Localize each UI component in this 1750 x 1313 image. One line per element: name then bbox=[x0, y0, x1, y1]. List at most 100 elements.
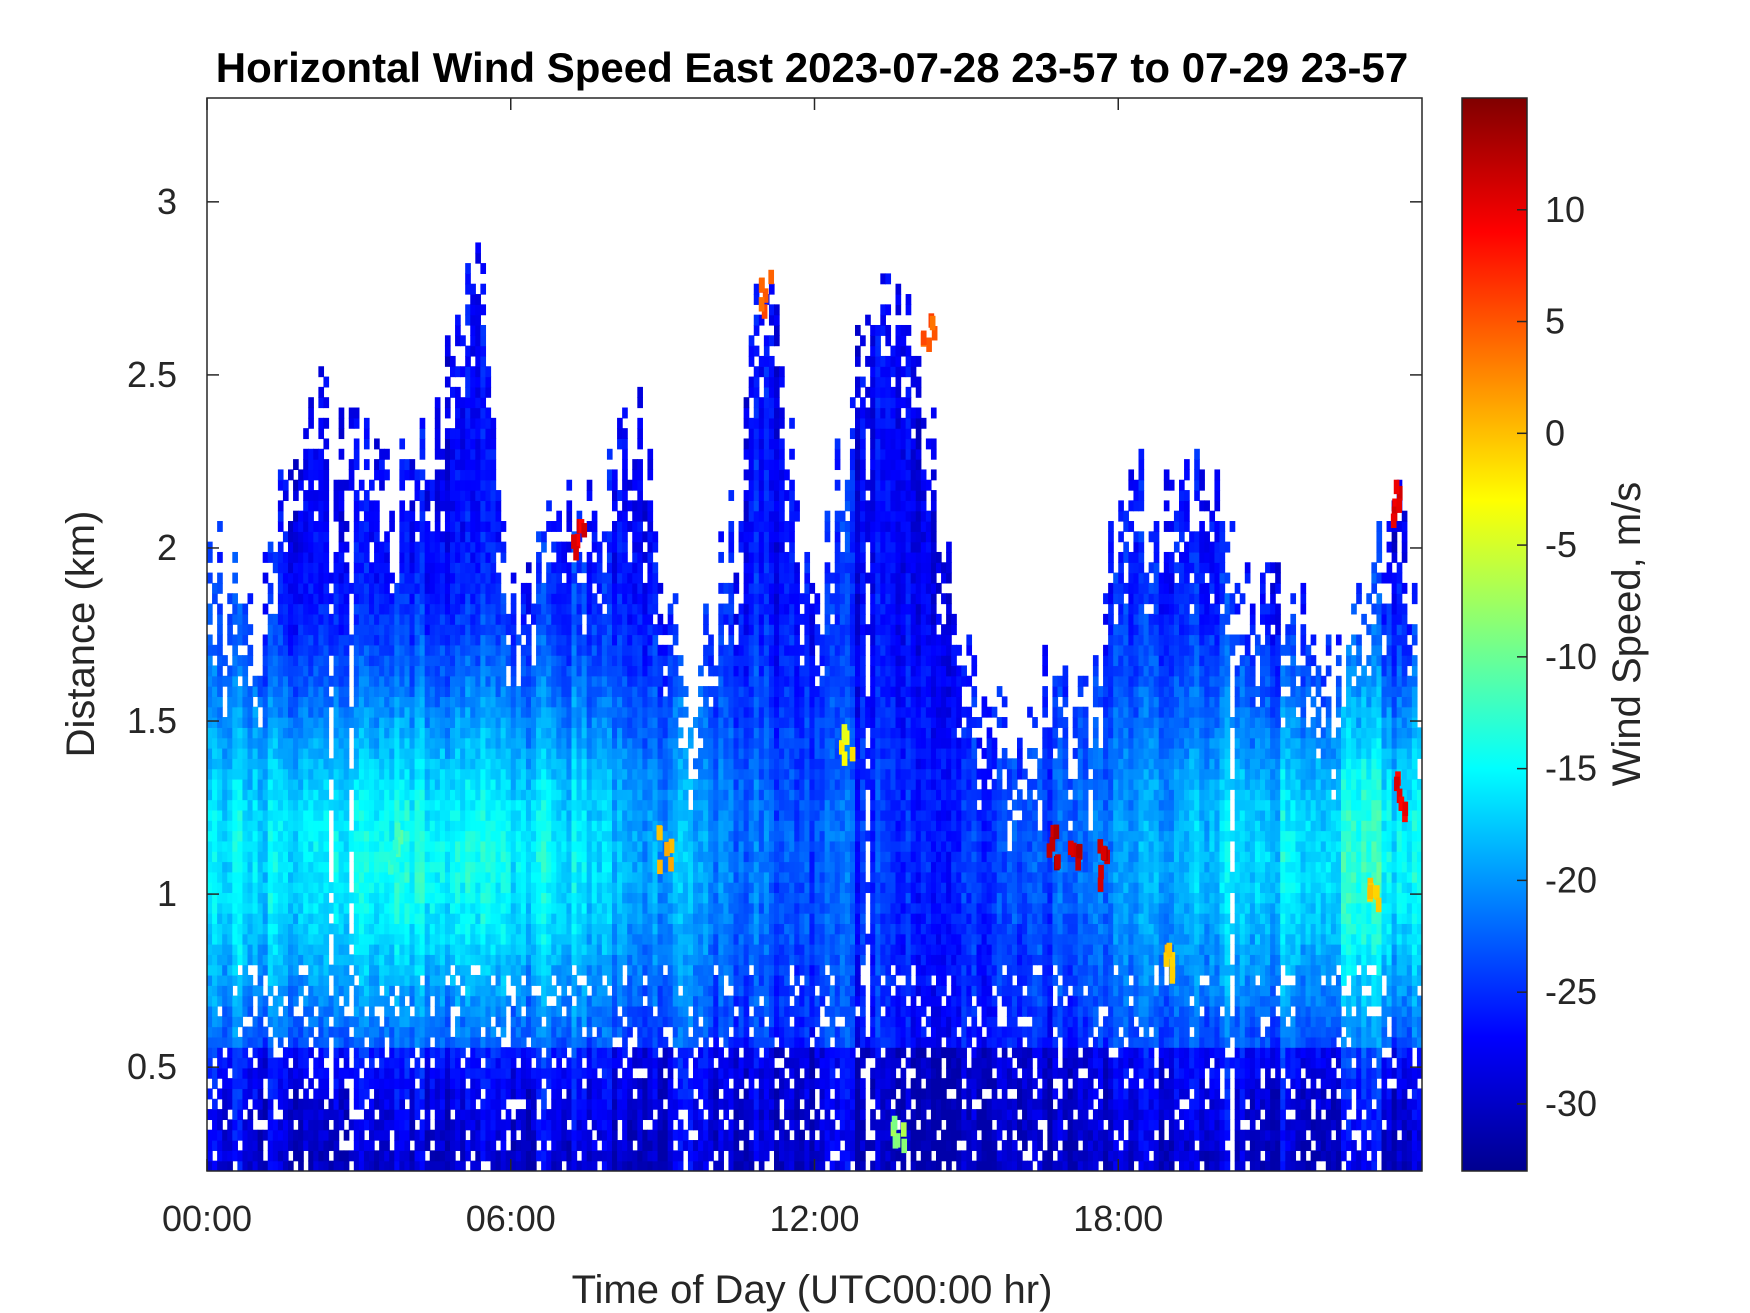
heatmap-cell bbox=[425, 635, 431, 646]
heatmap-cell bbox=[521, 903, 527, 914]
heatmap-cell bbox=[308, 841, 314, 852]
heatmap-cell bbox=[253, 913, 259, 924]
heatmap-cell bbox=[379, 954, 385, 965]
heatmap-cell bbox=[232, 696, 238, 707]
heatmap-cell bbox=[526, 645, 532, 656]
heatmap-cell bbox=[263, 996, 269, 1007]
heatmap-cell bbox=[339, 655, 345, 666]
heatmap-cell bbox=[217, 635, 223, 646]
heatmap-cell bbox=[232, 779, 238, 790]
heatmap-cell bbox=[485, 562, 491, 573]
heatmap-cell bbox=[399, 459, 405, 470]
heatmap-cell bbox=[217, 686, 223, 697]
heatmap-cell bbox=[531, 861, 537, 872]
heatmap-cell bbox=[440, 593, 446, 604]
heatmap-cell bbox=[293, 552, 299, 563]
heatmap-cell bbox=[379, 923, 385, 934]
heatmap-cell bbox=[425, 975, 431, 986]
heatmap-cell bbox=[521, 882, 527, 893]
heatmap-cell bbox=[516, 923, 522, 934]
heatmap-cell bbox=[308, 418, 314, 429]
heatmap-cell bbox=[506, 934, 512, 945]
heatmap-cell bbox=[430, 490, 436, 501]
heatmap-cell bbox=[485, 975, 491, 986]
heatmap-cell bbox=[425, 1016, 431, 1027]
heatmap-cell bbox=[227, 975, 233, 986]
heatmap-cell bbox=[369, 831, 375, 842]
heatmap-cell bbox=[344, 913, 350, 924]
heatmap-cell bbox=[475, 923, 481, 934]
heatmap-cell bbox=[404, 872, 410, 883]
heatmap-cell bbox=[288, 1037, 294, 1048]
heatmap-cell bbox=[435, 490, 441, 501]
heatmap-cell bbox=[303, 449, 309, 460]
heatmap-cell bbox=[268, 1109, 274, 1120]
heatmap-cell bbox=[404, 511, 410, 522]
heatmap-cell bbox=[516, 1109, 522, 1120]
heatmap-cell bbox=[420, 934, 426, 945]
heatmap-cell bbox=[242, 1119, 248, 1130]
heatmap-cell bbox=[242, 727, 248, 738]
heatmap-cell bbox=[379, 1047, 385, 1058]
heatmap-cell bbox=[445, 738, 451, 749]
heatmap-cell bbox=[273, 882, 279, 893]
heatmap-cell bbox=[475, 954, 481, 965]
heatmap-cell bbox=[248, 800, 254, 811]
heatmap-cell bbox=[445, 758, 451, 769]
heatmap-cell bbox=[470, 758, 476, 769]
heatmap-cell bbox=[480, 614, 486, 625]
heatmap-cell bbox=[222, 1109, 228, 1120]
heatmap-cell bbox=[222, 1088, 228, 1099]
heatmap-cell bbox=[374, 985, 380, 996]
heatmap-cell bbox=[313, 769, 319, 780]
heatmap-cell bbox=[293, 810, 299, 821]
heatmap-cell bbox=[475, 1119, 481, 1130]
heatmap-cell bbox=[399, 985, 405, 996]
heatmap-cell bbox=[248, 593, 254, 604]
heatmap-cell bbox=[217, 872, 223, 883]
heatmap-cell bbox=[506, 645, 512, 656]
heatmap-cell bbox=[263, 738, 269, 749]
heatmap-cell bbox=[531, 1150, 537, 1161]
heatmap-cell bbox=[354, 614, 360, 625]
heatmap-cell bbox=[465, 511, 471, 522]
heatmap-cell bbox=[344, 944, 350, 955]
heatmap-cell bbox=[440, 1130, 446, 1141]
heatmap-cell bbox=[364, 985, 370, 996]
heatmap-cell bbox=[491, 583, 497, 594]
heatmap-cell bbox=[410, 975, 416, 986]
heatmap-cell bbox=[278, 583, 284, 594]
heatmap-cell bbox=[389, 511, 395, 522]
heatmap-cell bbox=[288, 903, 294, 914]
heatmap-cell bbox=[318, 583, 324, 594]
heatmap-cell bbox=[465, 758, 471, 769]
heatmap-cell bbox=[222, 727, 228, 738]
heatmap-cell bbox=[455, 696, 461, 707]
heatmap-cell bbox=[465, 428, 471, 439]
heatmap-cell bbox=[369, 1016, 375, 1027]
heatmap-cell bbox=[318, 1006, 324, 1017]
heatmap-cell bbox=[399, 583, 405, 594]
heatmap-cell bbox=[511, 696, 517, 707]
heatmap-cell bbox=[394, 1119, 400, 1130]
heatmap-cell bbox=[501, 686, 507, 697]
heatmap-cell bbox=[248, 655, 254, 666]
heatmap-cell bbox=[323, 573, 329, 584]
heatmap-cell bbox=[470, 573, 476, 584]
heatmap-cell bbox=[354, 593, 360, 604]
heatmap-cell bbox=[288, 944, 294, 955]
heatmap-cell bbox=[516, 1119, 522, 1130]
heatmap-cell bbox=[389, 573, 395, 584]
heatmap-cell bbox=[399, 655, 405, 666]
heatmap-cell bbox=[450, 366, 456, 377]
heatmap-cell bbox=[298, 944, 304, 955]
heatmap-cell bbox=[212, 841, 218, 852]
heatmap-cell bbox=[480, 1150, 486, 1161]
heatmap-cell bbox=[283, 1047, 289, 1058]
heatmap-cell bbox=[308, 1109, 314, 1120]
heatmap-cell bbox=[470, 717, 476, 728]
heatmap-cell bbox=[470, 459, 476, 470]
heatmap-cell bbox=[318, 428, 324, 439]
heatmap-cell bbox=[379, 469, 385, 480]
heatmap-cell bbox=[364, 1047, 370, 1058]
